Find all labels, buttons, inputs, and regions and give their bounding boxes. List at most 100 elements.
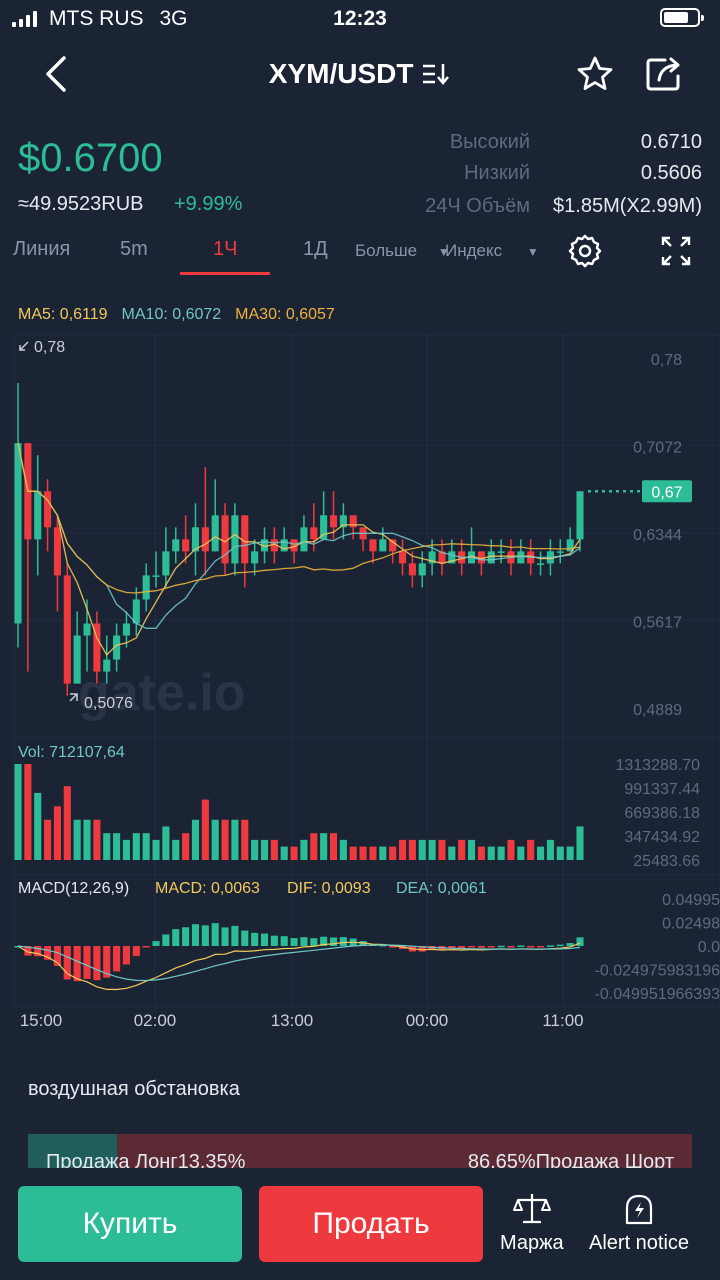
candle: [14, 443, 22, 624]
volume-bar: [329, 833, 338, 860]
price-tick-label: 0,6344: [633, 527, 682, 544]
pair-name: XYM/USDT: [268, 58, 414, 89]
dif-value: DIF: 0,0093: [287, 880, 371, 897]
volume-tick-label: 347434.92: [624, 829, 700, 846]
volume-bar: [113, 833, 121, 860]
active-tab-indicator: [180, 272, 270, 275]
sentiment-long-text: Продажа Лонг13.35%: [46, 1151, 246, 1173]
carrier-name: MTS RUS: [49, 7, 144, 30]
extreme-labels: 0,78 0,5076: [19, 339, 133, 712]
volume-bar: [369, 846, 377, 860]
arrow-icon: [19, 341, 29, 351]
macd-bar: [487, 945, 495, 948]
tab-5m[interactable]: 5m: [120, 238, 148, 260]
margin-label: Маржа: [500, 1232, 564, 1254]
candle: [211, 515, 219, 552]
watermark: gate.io: [78, 664, 246, 722]
margin-button[interactable]: Маржа: [500, 1192, 564, 1255]
alert-bell-icon: [625, 1194, 653, 1225]
macd-bar: [172, 929, 180, 946]
macd-tick-label: 0.04995: [662, 892, 720, 909]
min-price-label: 0,5076: [84, 695, 133, 712]
tab-index[interactable]: Индекс ▼: [445, 241, 539, 261]
time-axis: 15:00 02:00 13:00 00:00 11:00: [20, 1011, 584, 1030]
fullscreen-icon[interactable]: [661, 236, 691, 266]
volume-bar: [320, 833, 328, 860]
macd-axis: 0.04995 0.02498 0.0 -0.024975983196 -0.04995…: [595, 892, 720, 1003]
gear-icon[interactable]: [567, 233, 603, 269]
time-tick-label: 00:00: [406, 1011, 449, 1030]
volume-bar: [73, 819, 81, 860]
share-icon[interactable]: [643, 54, 685, 94]
tab-1h[interactable]: 1Ч: [213, 238, 238, 260]
sell-button[interactable]: Продать: [259, 1186, 483, 1262]
candle: [379, 539, 387, 552]
macd-tick-label: -0.024975983196: [595, 962, 720, 979]
candle: [320, 515, 328, 540]
max-price-label: 0,78: [34, 339, 65, 356]
tab-line[interactable]: Линия: [13, 238, 71, 260]
macd-bar: [310, 938, 318, 946]
candle: [556, 551, 564, 553]
volume-tick-label: 1313288.70: [615, 757, 700, 774]
candle: [44, 491, 52, 528]
tab-1d[interactable]: 1Д: [303, 238, 328, 260]
volume-tick-label: 669386.18: [624, 805, 700, 822]
macd-bar: [418, 945, 426, 952]
macd-bar: [53, 945, 61, 966]
macd-bar: [83, 945, 91, 979]
signal-icon: [12, 11, 37, 27]
macd-bar: [329, 937, 338, 946]
macd-bar: [122, 945, 131, 965]
scales-icon: [512, 1194, 551, 1224]
macd-bar: [103, 945, 111, 978]
candle: [349, 515, 357, 528]
volume-bar: [497, 846, 505, 860]
star-icon[interactable]: [575, 54, 615, 94]
macd-bar: [477, 945, 485, 948]
volume-bar: [556, 846, 564, 860]
volume-value: $1.85M(X2.99M): [553, 195, 702, 217]
candle: [231, 515, 239, 564]
candlestick-chart[interactable]: gate.io 0,78 0,7072 0,6344 0,5617 0,4889 0,7…: [0, 330, 720, 1030]
volume-bar: [280, 846, 288, 860]
dif-line: [17, 941, 581, 991]
sentiment-long-fill: [28, 1134, 117, 1168]
alert-notice-button[interactable]: Alert notice: [589, 1192, 689, 1255]
volume-bar: [576, 826, 584, 860]
macd-histogram: [14, 923, 584, 982]
macd-bar: [527, 945, 535, 948]
dea-line: [17, 944, 581, 982]
candle: [497, 551, 505, 553]
macd-bar: [497, 945, 505, 948]
price-axis: 0,78 0,7072 0,6344 0,5617 0,4889: [633, 352, 682, 719]
buy-button[interactable]: Купить: [18, 1186, 242, 1262]
ma10-value: MA10: 0,6072: [121, 306, 222, 323]
chevron-left-icon[interactable]: [38, 54, 78, 94]
tab-more[interactable]: Больше ▼: [355, 241, 450, 261]
candle: [191, 527, 200, 552]
ma30-line: [17, 443, 581, 594]
candle: [270, 539, 278, 552]
macd-bar: [182, 927, 190, 946]
macd-bar: [300, 937, 308, 946]
macd-bar: [113, 945, 121, 972]
volume-bar: [566, 846, 574, 860]
macd-bar: [73, 945, 81, 982]
candle: [448, 551, 456, 564]
macd-bar: [537, 945, 545, 948]
volume-bar: [467, 839, 476, 860]
top-nav: XYM/USDT: [0, 40, 720, 110]
ma-legend: MA5: 0,6119 MA10: 0,6072 MA30: 0,6057: [18, 306, 335, 324]
pair-title[interactable]: XYM/USDT: [0, 58, 720, 90]
candle: [201, 527, 209, 552]
volume-bar: [83, 819, 91, 860]
macd-bar: [63, 945, 71, 980]
volume-bar: [349, 846, 357, 860]
macd-bar: [34, 945, 42, 957]
macd-bar: [379, 944, 387, 947]
sentiment-bar: [28, 1134, 692, 1168]
bottom-action-bar: Купить Продать Маржа Alert notice: [0, 1168, 720, 1280]
candle: [34, 491, 42, 540]
caret-down-icon: ▼: [526, 245, 539, 259]
